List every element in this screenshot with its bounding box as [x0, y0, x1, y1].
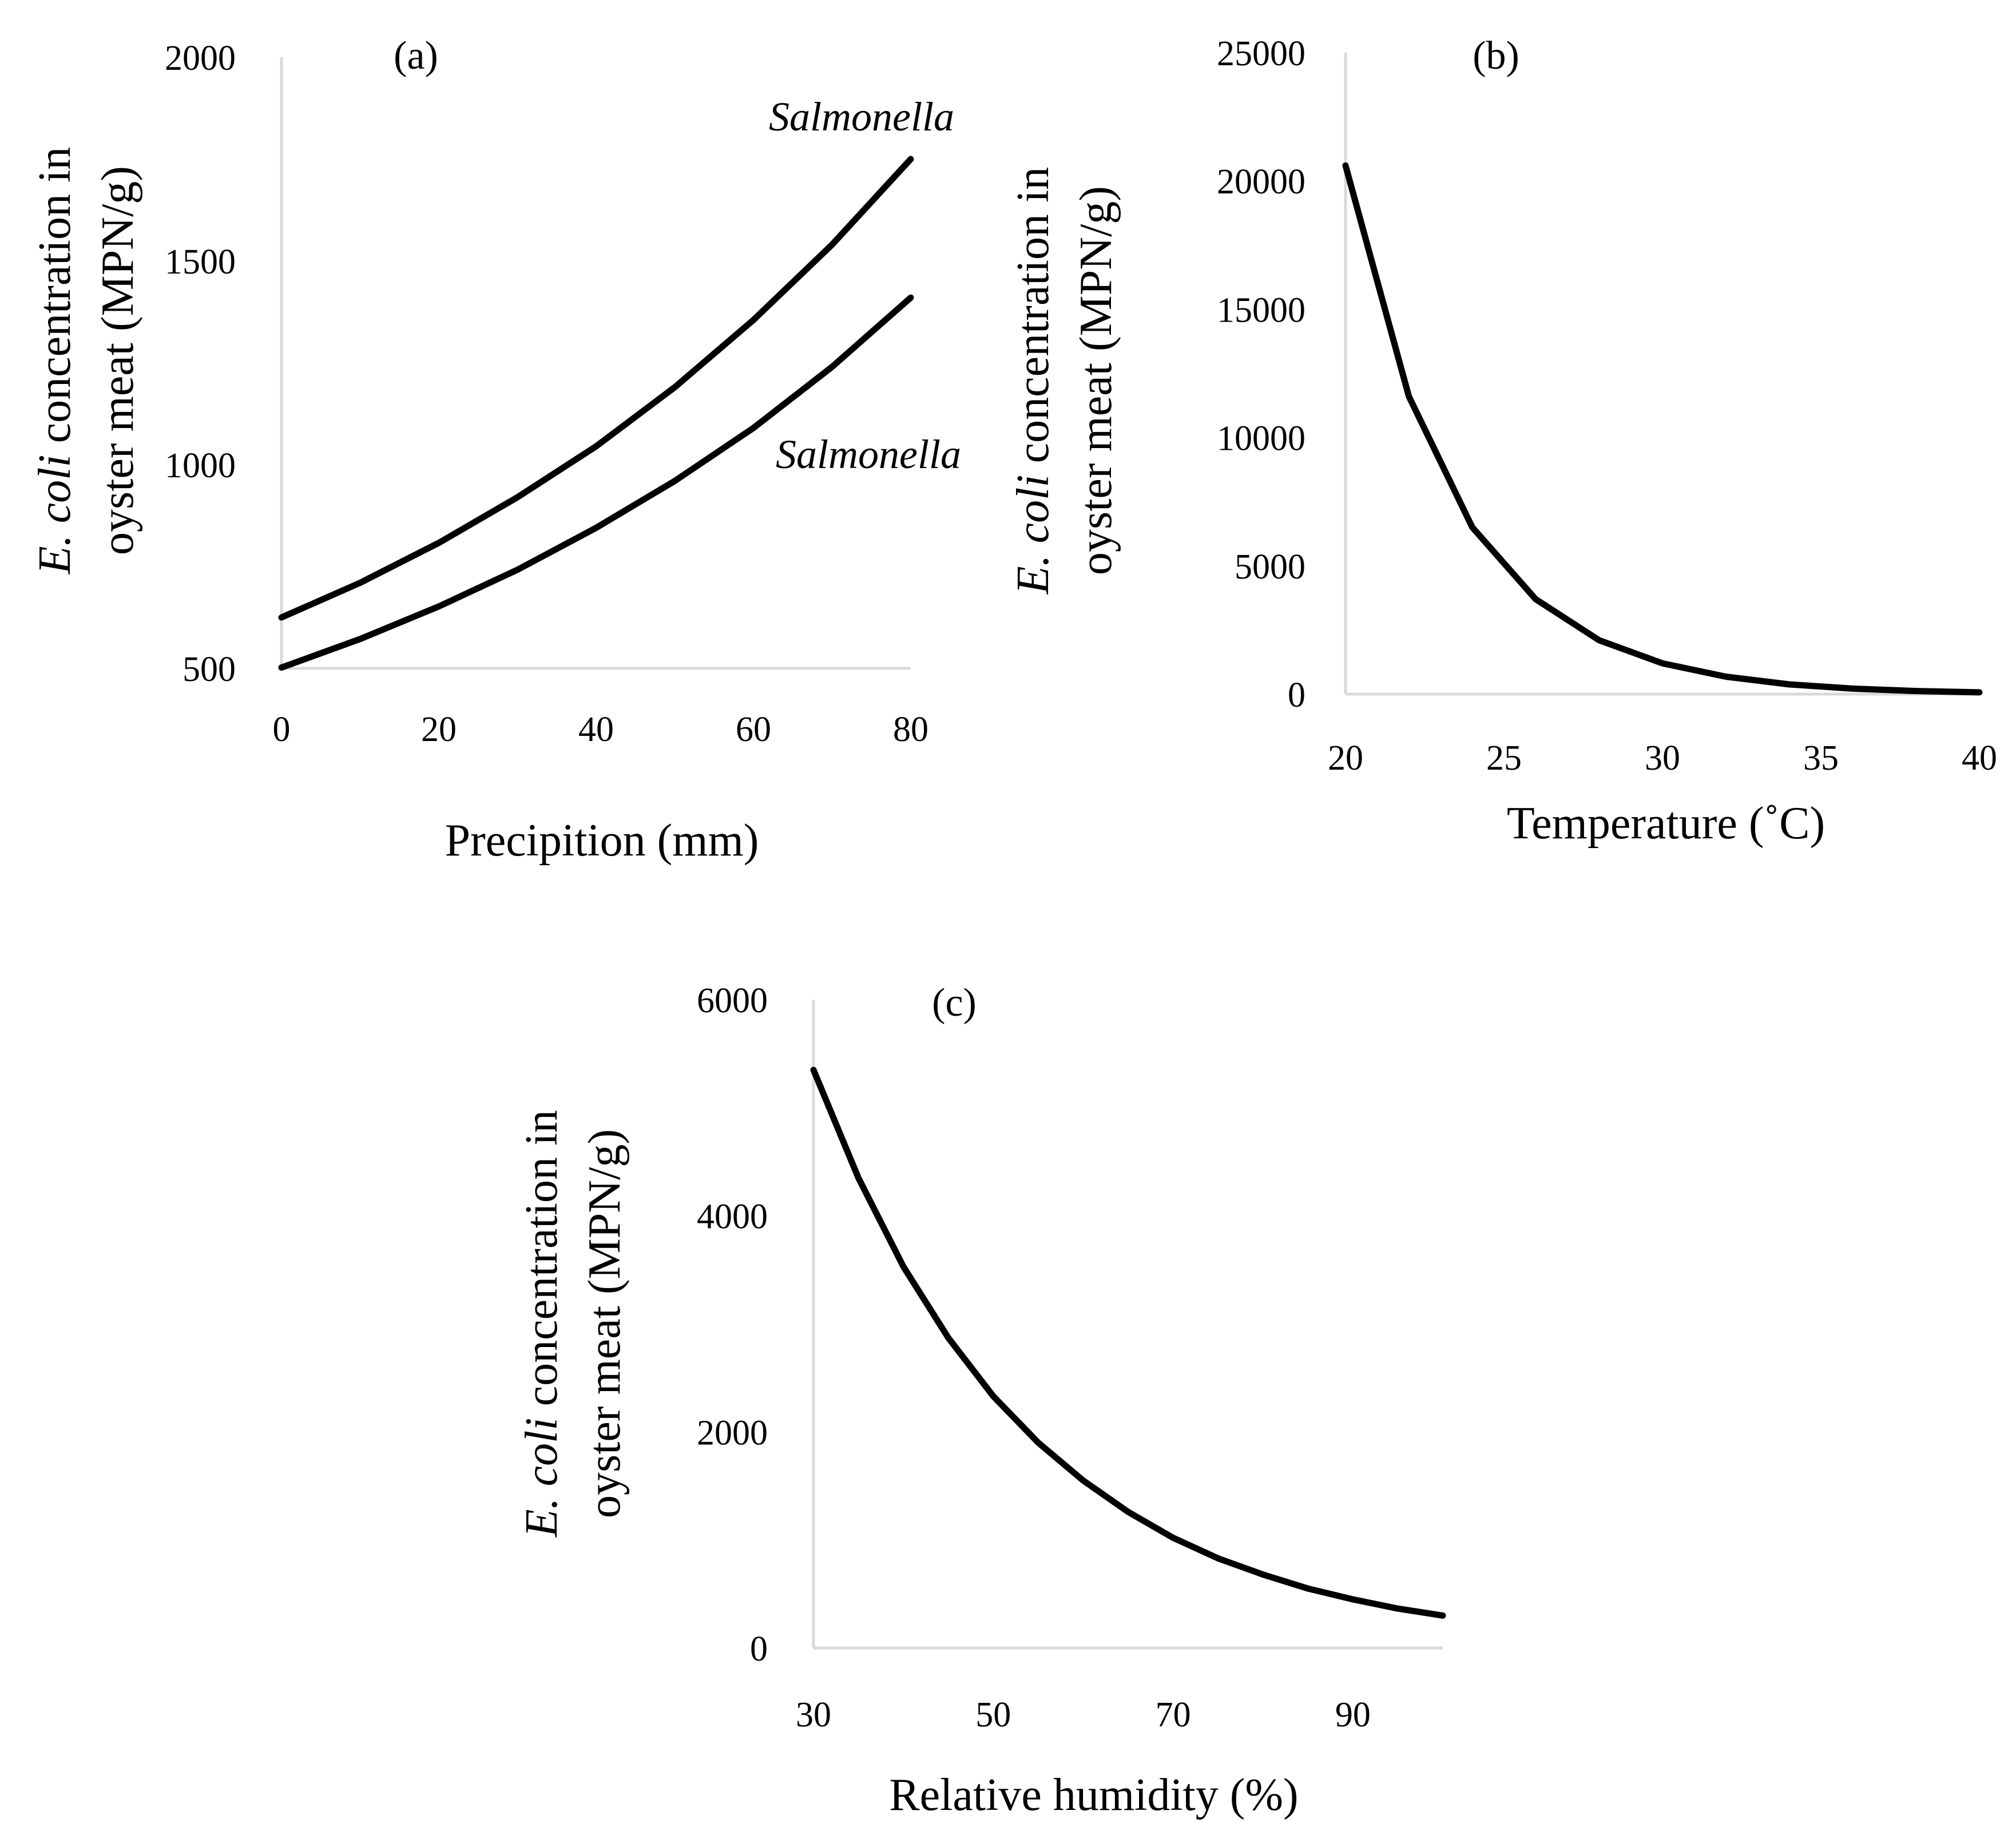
panel-label: (c): [932, 981, 977, 1025]
series-line: [810, 1067, 1446, 1619]
x-tick-label: 0: [273, 710, 291, 749]
x-tick-label: 80: [893, 710, 928, 749]
y-axis-label-rest: concentration in: [517, 1110, 567, 1418]
x-tick-label: 30: [796, 1696, 831, 1734]
y-tick-label: 5000: [1235, 548, 1305, 587]
y-axis-label-rest: concentration in: [1008, 167, 1058, 475]
series-line: [1342, 162, 1983, 696]
x-tick-label: 60: [736, 710, 771, 749]
y-tick-label: 2000: [165, 39, 236, 78]
y-tick-label: 4000: [697, 1198, 768, 1237]
series-label: Salmonella: [769, 94, 954, 140]
x-tick-label: 35: [1803, 739, 1839, 778]
panel-a-chart: 500 1000 1500 2000 0 20 40 60 80 Precipition (mm)…: [30, 34, 961, 866]
y-axis-label-line1: E. coli concentration in: [517, 1110, 567, 1538]
x-axis-label: Temperature (˚C): [1507, 798, 1825, 849]
x-tick-label: 40: [578, 710, 614, 749]
panel-c-chart: 0 2000 4000 6000 30 50 70 90 Relative humidity (…: [517, 981, 1446, 1820]
y-tick-label: 1000: [165, 446, 236, 485]
y-tick-label: 1500: [165, 243, 236, 282]
y-tick-label: 0: [750, 1630, 768, 1669]
x-tick-label: 25: [1486, 739, 1522, 778]
y-axis-label-line2: oyster meat (MPN/g): [93, 166, 143, 555]
y-tick-label: 25000: [1217, 34, 1305, 73]
panel-b-chart: 0 5000 10000 15000 20000 25000 20 25 30 35 40 Tempe…: [1008, 34, 1997, 849]
y-tick-label: 6000: [697, 981, 768, 1020]
x-tick-label: 20: [421, 710, 457, 749]
panel-label: (b): [1473, 34, 1519, 78]
series-line: [278, 294, 914, 671]
y-tick-label: 500: [182, 650, 236, 689]
x-tick-label: 70: [1156, 1696, 1191, 1734]
series-label: Salmonella: [776, 431, 961, 477]
y-axis-label-italic: E. coli: [517, 1417, 567, 1538]
y-axis-label-rest: concentration in: [30, 147, 80, 455]
panel-label: (a): [394, 34, 438, 78]
x-axis-label: Precipition (mm): [445, 815, 759, 866]
x-tick-label: 50: [975, 1696, 1011, 1734]
y-axis-label-italic: E. coli: [30, 454, 80, 575]
y-axis-label-line2: oyster meat (MPN/g): [580, 1129, 630, 1518]
y-axis-label-line2: oyster meat (MPN/g): [1071, 186, 1121, 575]
x-tick-label: 20: [1328, 739, 1363, 778]
series-line: [278, 156, 914, 621]
x-tick-label: 40: [1962, 739, 1997, 778]
x-tick-label: 30: [1645, 739, 1680, 778]
y-tick-label: 10000: [1217, 419, 1305, 458]
x-tick-label: 90: [1335, 1696, 1371, 1734]
y-axis-label-line1: E. coli concentration in: [30, 147, 80, 575]
x-axis-label: Relative humidity (%): [889, 1770, 1298, 1820]
y-axis-label-line1: E. coli concentration in: [1008, 167, 1058, 595]
y-tick-label: 20000: [1217, 163, 1305, 201]
y-axis-label-italic: E. coli: [1008, 474, 1058, 595]
y-tick-label: 0: [1288, 676, 1305, 715]
y-tick-label: 15000: [1217, 291, 1305, 330]
y-tick-label: 2000: [697, 1413, 768, 1452]
